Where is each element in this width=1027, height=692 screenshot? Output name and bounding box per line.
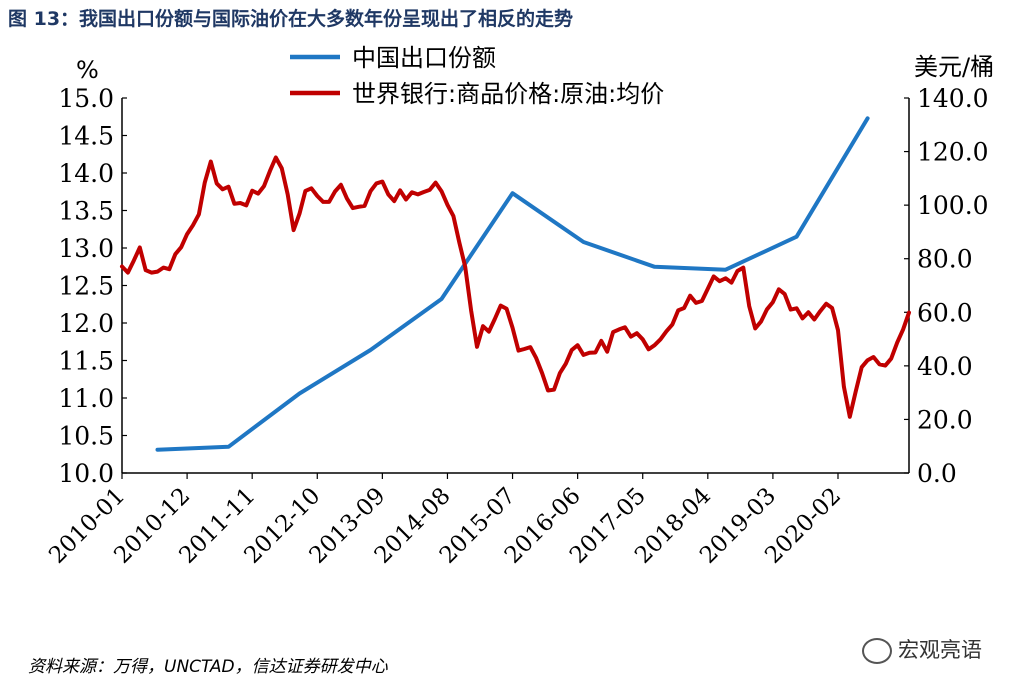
source-note: 资料来源：万得，UNCTAD，信达证券研发中心 [28,657,388,677]
right-axis-tick-label: 100.0 [917,191,989,220]
axes: 10.0 10.5 11.0 11.5 12.0 12.5 13.0 13.5 14.0 14.5… [44,84,988,569]
left-axis-tick-label: 14.0 [58,159,114,188]
legend-label-oil-price: 世界银行:商品价格:原油:均价 [352,80,664,108]
right-axis-tick-label: 20.0 [917,405,973,434]
series-lines [120,116,911,452]
left-axis-tick-label: 11.0 [58,384,114,413]
legend: 中国出口份额 世界银行:商品价格:原油:均价 [290,44,664,108]
left-axis-tick-label: 10.5 [58,422,114,451]
right-axis-tick-label: 0.0 [917,459,957,488]
watermark: 宏观亮语 [862,634,982,664]
series-line-export-share [155,116,870,452]
left-axis-tick-label: 12.5 [58,272,114,301]
left-axis-tick-label: 10.0 [58,459,114,488]
left-axis-tick-label: 12.0 [58,309,114,338]
right-axis-tick-label: 60.0 [917,298,973,327]
left-axis-tick-label: 15.0 [58,84,114,113]
right-axis-unit: 美元/桶 [914,53,994,81]
right-axis-tick-label: 80.0 [917,245,973,274]
left-axis-tick-label: 13.5 [58,197,114,226]
left-axis-tick-label: 14.5 [58,122,114,151]
watermark-text: 宏观亮语 [898,638,982,662]
wechat-icon [862,638,892,664]
series-line-oil-price [120,155,911,419]
right-axis-tick-label: 140.0 [917,84,989,113]
right-axis-tick-label: 120.0 [917,138,989,167]
left-axis-tick-label: 11.5 [58,347,114,376]
left-axis-unit: % [76,56,99,84]
left-axis-tick-label: 13.0 [58,234,114,263]
figure-title: 图 13：我国出口份额与国际油价在大多数年份呈现出了相反的走势 [8,8,574,30]
legend-label-export-share: 中国出口份额 [352,44,496,72]
right-axis-tick-label: 40.0 [917,352,973,381]
